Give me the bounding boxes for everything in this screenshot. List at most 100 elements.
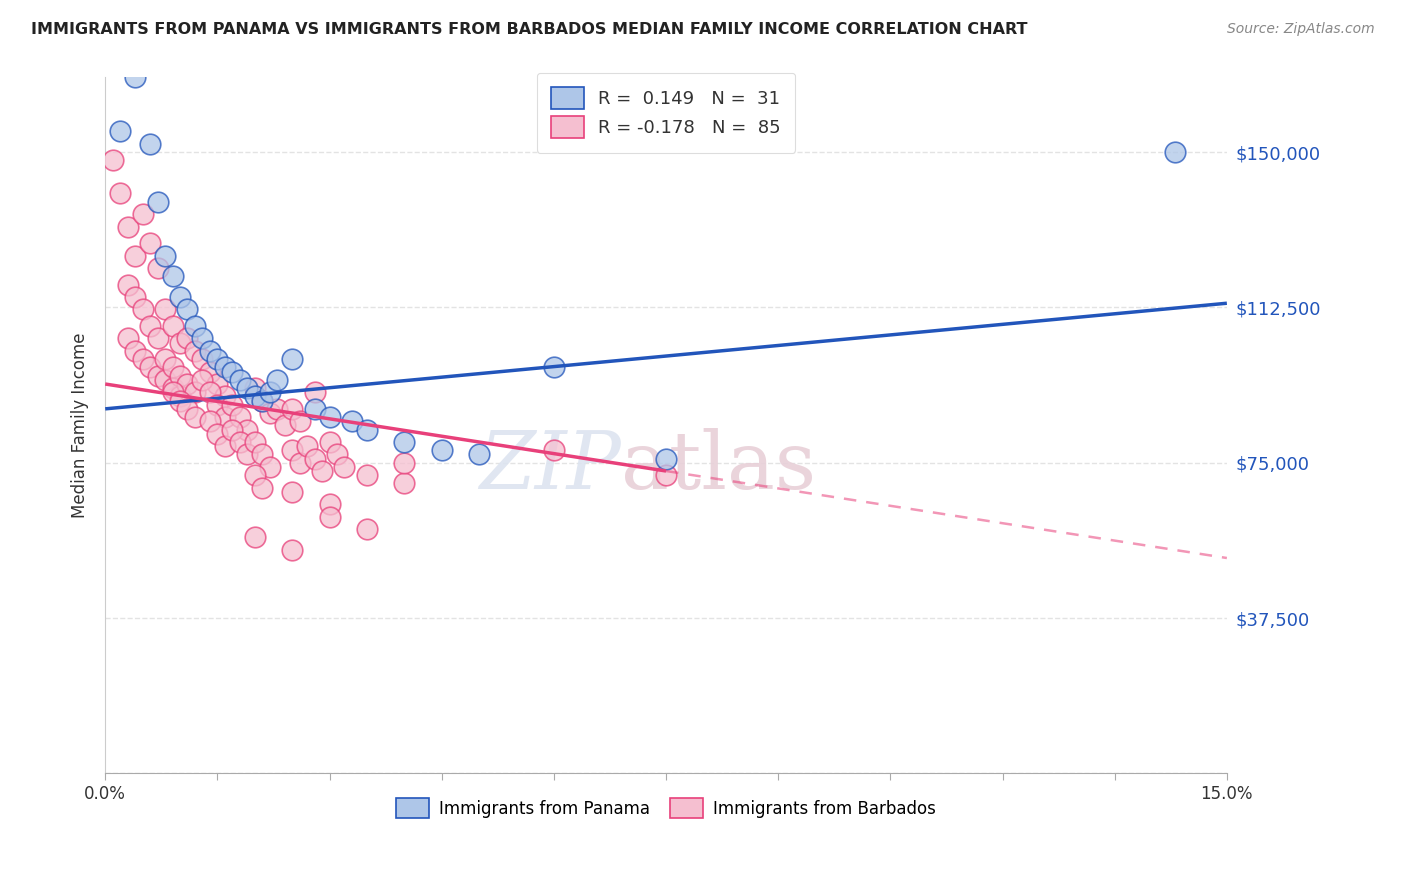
Point	[221, 423, 243, 437]
Point	[394, 476, 416, 491]
Point	[139, 136, 162, 151]
Point	[243, 435, 266, 450]
Point	[243, 389, 266, 403]
Point	[333, 459, 356, 474]
Point	[394, 435, 416, 450]
Point	[229, 373, 252, 387]
Point	[176, 377, 198, 392]
Point	[318, 435, 340, 450]
Point	[101, 153, 124, 168]
Point	[131, 207, 153, 221]
Point	[117, 331, 139, 345]
Point	[146, 368, 169, 383]
Point	[229, 435, 252, 450]
Point	[311, 464, 333, 478]
Point	[207, 377, 229, 392]
Point	[281, 443, 304, 458]
Point	[176, 331, 198, 345]
Point	[184, 385, 207, 400]
Point	[153, 373, 176, 387]
Point	[214, 439, 236, 453]
Point	[191, 331, 214, 345]
Point	[259, 459, 281, 474]
Point	[221, 398, 243, 412]
Point	[207, 352, 229, 367]
Point	[169, 393, 191, 408]
Point	[318, 497, 340, 511]
Point	[243, 468, 266, 483]
Point	[252, 447, 274, 461]
Point	[146, 260, 169, 275]
Point	[162, 269, 184, 284]
Point	[295, 439, 318, 453]
Point	[318, 410, 340, 425]
Point	[117, 277, 139, 292]
Point	[198, 365, 221, 379]
Point	[108, 124, 131, 138]
Point	[326, 447, 349, 461]
Point	[139, 236, 162, 251]
Point	[259, 406, 281, 420]
Point	[124, 70, 146, 85]
Point	[356, 468, 378, 483]
Point	[236, 447, 259, 461]
Point	[356, 423, 378, 437]
Point	[131, 302, 153, 317]
Point	[153, 302, 176, 317]
Point	[117, 219, 139, 234]
Point	[191, 352, 214, 367]
Point	[543, 443, 565, 458]
Point	[252, 481, 274, 495]
Point	[162, 318, 184, 333]
Point	[184, 410, 207, 425]
Point	[169, 335, 191, 350]
Point	[281, 352, 304, 367]
Point	[655, 468, 678, 483]
Point	[214, 410, 236, 425]
Point	[139, 318, 162, 333]
Point	[281, 484, 304, 499]
Point	[243, 530, 266, 544]
Point	[252, 393, 274, 408]
Point	[1163, 145, 1185, 159]
Point	[468, 447, 491, 461]
Point	[281, 542, 304, 557]
Point	[288, 456, 311, 470]
Point	[318, 509, 340, 524]
Point	[153, 352, 176, 367]
Point	[543, 360, 565, 375]
Point	[304, 385, 326, 400]
Point	[243, 381, 266, 395]
Point	[184, 343, 207, 358]
Point	[207, 398, 229, 412]
Point	[169, 389, 191, 403]
Text: atlas: atlas	[621, 428, 817, 506]
Point	[198, 343, 221, 358]
Text: Source: ZipAtlas.com: Source: ZipAtlas.com	[1227, 22, 1375, 37]
Point	[340, 414, 363, 428]
Point	[304, 451, 326, 466]
Point	[176, 302, 198, 317]
Point	[259, 385, 281, 400]
Point	[236, 381, 259, 395]
Point	[198, 414, 221, 428]
Y-axis label: Median Family Income: Median Family Income	[72, 333, 89, 518]
Text: IMMIGRANTS FROM PANAMA VS IMMIGRANTS FROM BARBADOS MEDIAN FAMILY INCOME CORRELAT: IMMIGRANTS FROM PANAMA VS IMMIGRANTS FRO…	[31, 22, 1028, 37]
Point	[162, 381, 184, 395]
Point	[131, 352, 153, 367]
Point	[153, 249, 176, 263]
Point	[221, 365, 243, 379]
Point	[124, 290, 146, 304]
Point	[229, 410, 252, 425]
Point	[207, 426, 229, 441]
Legend: Immigrants from Panama, Immigrants from Barbados: Immigrants from Panama, Immigrants from …	[389, 792, 943, 824]
Point	[124, 249, 146, 263]
Point	[146, 331, 169, 345]
Point	[252, 393, 274, 408]
Point	[288, 414, 311, 428]
Point	[266, 401, 288, 416]
Point	[108, 186, 131, 201]
Point	[236, 423, 259, 437]
Point	[356, 522, 378, 536]
Point	[176, 401, 198, 416]
